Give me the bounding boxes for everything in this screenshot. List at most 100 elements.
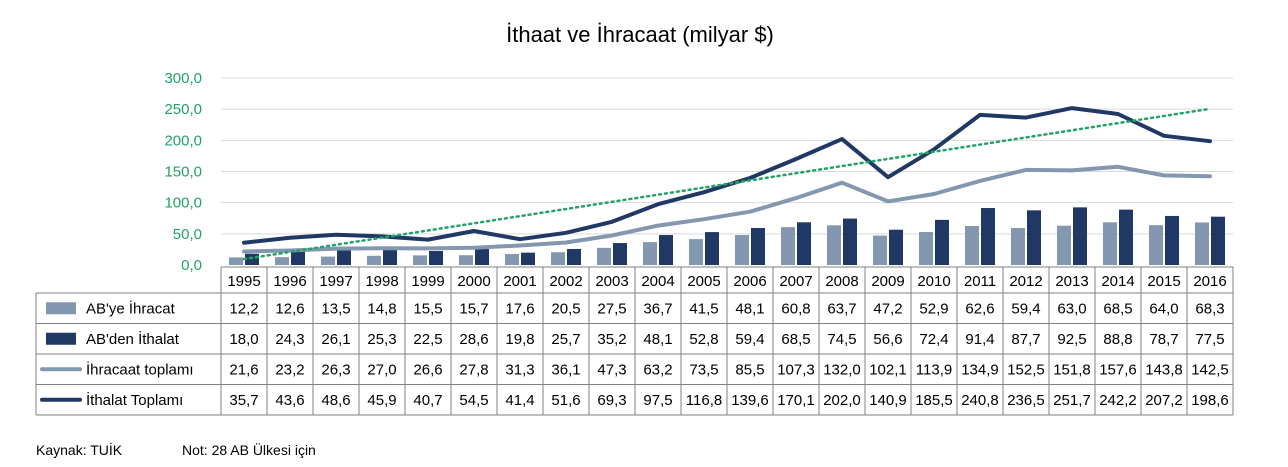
data-label: 87,7 — [1011, 331, 1040, 348]
bar-export — [781, 227, 795, 265]
data-label: 202,0 — [823, 392, 861, 409]
bar-import — [797, 222, 811, 265]
data-label: 92,5 — [1057, 331, 1086, 348]
bars-group — [229, 207, 1225, 265]
bar-import — [383, 249, 397, 265]
year-label: 1997 — [319, 273, 352, 290]
data-label: 73,5 — [689, 361, 718, 378]
y-tick-label: 150,0 — [164, 164, 202, 181]
data-label: 134,9 — [961, 361, 999, 378]
data-label: 152,5 — [1007, 361, 1045, 378]
bar-export — [1057, 225, 1071, 265]
data-label: 45,9 — [367, 392, 396, 409]
data-label: 27,5 — [597, 300, 626, 317]
bar-export — [1011, 227, 1025, 265]
year-label: 2016 — [1193, 273, 1226, 290]
data-label: 68,5 — [781, 331, 810, 348]
bar-import — [429, 250, 443, 265]
line-import-total — [242, 106, 1212, 245]
y-tick-label: 50,0 — [173, 226, 202, 243]
data-label: 97,5 — [643, 392, 672, 409]
data-label: 198,6 — [1191, 392, 1229, 409]
footnote: Not: 28 AB Ülkesi için — [182, 441, 316, 458]
y-tick-label: 300,0 — [164, 70, 202, 87]
data-label: 63,2 — [643, 361, 672, 378]
data-label: 40,7 — [413, 392, 442, 409]
data-label: 62,6 — [965, 300, 994, 317]
data-label: 60,8 — [781, 300, 810, 317]
data-label: 56,6 — [873, 331, 902, 348]
year-label: 1995 — [227, 273, 260, 290]
bar-import — [751, 227, 765, 265]
data-label: 132,0 — [823, 361, 861, 378]
year-label: 2008 — [825, 273, 858, 290]
data-label: 236,5 — [1007, 392, 1045, 409]
data-label: 25,7 — [551, 331, 580, 348]
year-label: 1999 — [411, 273, 444, 290]
bar-export — [919, 232, 933, 265]
year-label: 1998 — [365, 273, 398, 290]
y-axis: 0,0 50,0 100,0 150,0 200,0 250,0 300,0 — [164, 70, 202, 274]
data-label: 41,4 — [505, 392, 534, 409]
bar-import — [1211, 216, 1225, 265]
y-tick-label: 200,0 — [164, 132, 202, 149]
data-label: 113,9 — [916, 361, 952, 378]
year-label: 2015 — [1147, 273, 1180, 290]
legend-label: İhracaat toplamı — [86, 360, 194, 378]
data-label: 251,7 — [1053, 392, 1091, 409]
year-label: 2009 — [871, 273, 904, 290]
data-label: 51,6 — [551, 392, 580, 409]
data-label: 26,1 — [321, 331, 350, 348]
y-tick-label: 100,0 — [164, 195, 202, 212]
data-label: 72,4 — [919, 331, 948, 348]
year-label: 2010 — [917, 273, 950, 290]
y-tick-label: 0,0 — [181, 257, 202, 274]
bar-import — [1027, 210, 1041, 265]
bar-import — [521, 252, 535, 265]
data-label: 107,3 — [777, 361, 815, 378]
data-label: 63,7 — [827, 300, 856, 317]
trendline — [242, 107, 1212, 261]
data-label: 74,5 — [827, 331, 856, 348]
data-label: 207,2 — [1145, 392, 1183, 409]
data-label: 14,8 — [367, 300, 396, 317]
source-note: Kaynak: TUİK — [36, 441, 123, 458]
bar-export — [367, 255, 381, 265]
data-label: 48,1 — [643, 331, 672, 348]
bar-export — [1149, 225, 1163, 265]
bar-export — [735, 235, 749, 265]
data-label: 59,4 — [735, 331, 764, 348]
data-label: 15,7 — [459, 300, 488, 317]
year-label: 2002 — [549, 273, 582, 290]
data-label: 22,5 — [413, 331, 442, 348]
year-label: 2005 — [687, 273, 720, 290]
data-label: 85,5 — [735, 361, 764, 378]
bar-export — [1195, 222, 1209, 265]
data-label: 139,6 — [731, 392, 769, 409]
data-label: 140,9 — [869, 392, 907, 409]
bar-export — [275, 257, 289, 265]
data-label: 13,5 — [321, 300, 350, 317]
data-label: 157,6 — [1099, 361, 1137, 378]
bar-export — [827, 225, 841, 265]
data-label: 47,3 — [597, 361, 626, 378]
data-label: 36,1 — [551, 361, 580, 378]
year-label: 2001 — [503, 273, 536, 290]
bar-export — [597, 247, 611, 265]
data-label: 23,2 — [275, 361, 304, 378]
data-label: 151,8 — [1053, 361, 1091, 378]
bar-import — [475, 247, 489, 265]
data-label: 26,3 — [321, 361, 350, 378]
data-label: 185,5 — [915, 392, 953, 409]
data-label: 25,3 — [367, 331, 396, 348]
data-label: 68,3 — [1195, 300, 1224, 317]
data-label: 242,2 — [1099, 392, 1137, 409]
year-label: 2012 — [1009, 273, 1042, 290]
year-label: 1996 — [273, 273, 306, 290]
legend-key-bar — [46, 332, 76, 345]
legend-key-bar — [46, 302, 76, 315]
bar-import — [245, 253, 259, 265]
data-label: 143,8 — [1145, 361, 1183, 378]
bar-import — [659, 235, 673, 265]
